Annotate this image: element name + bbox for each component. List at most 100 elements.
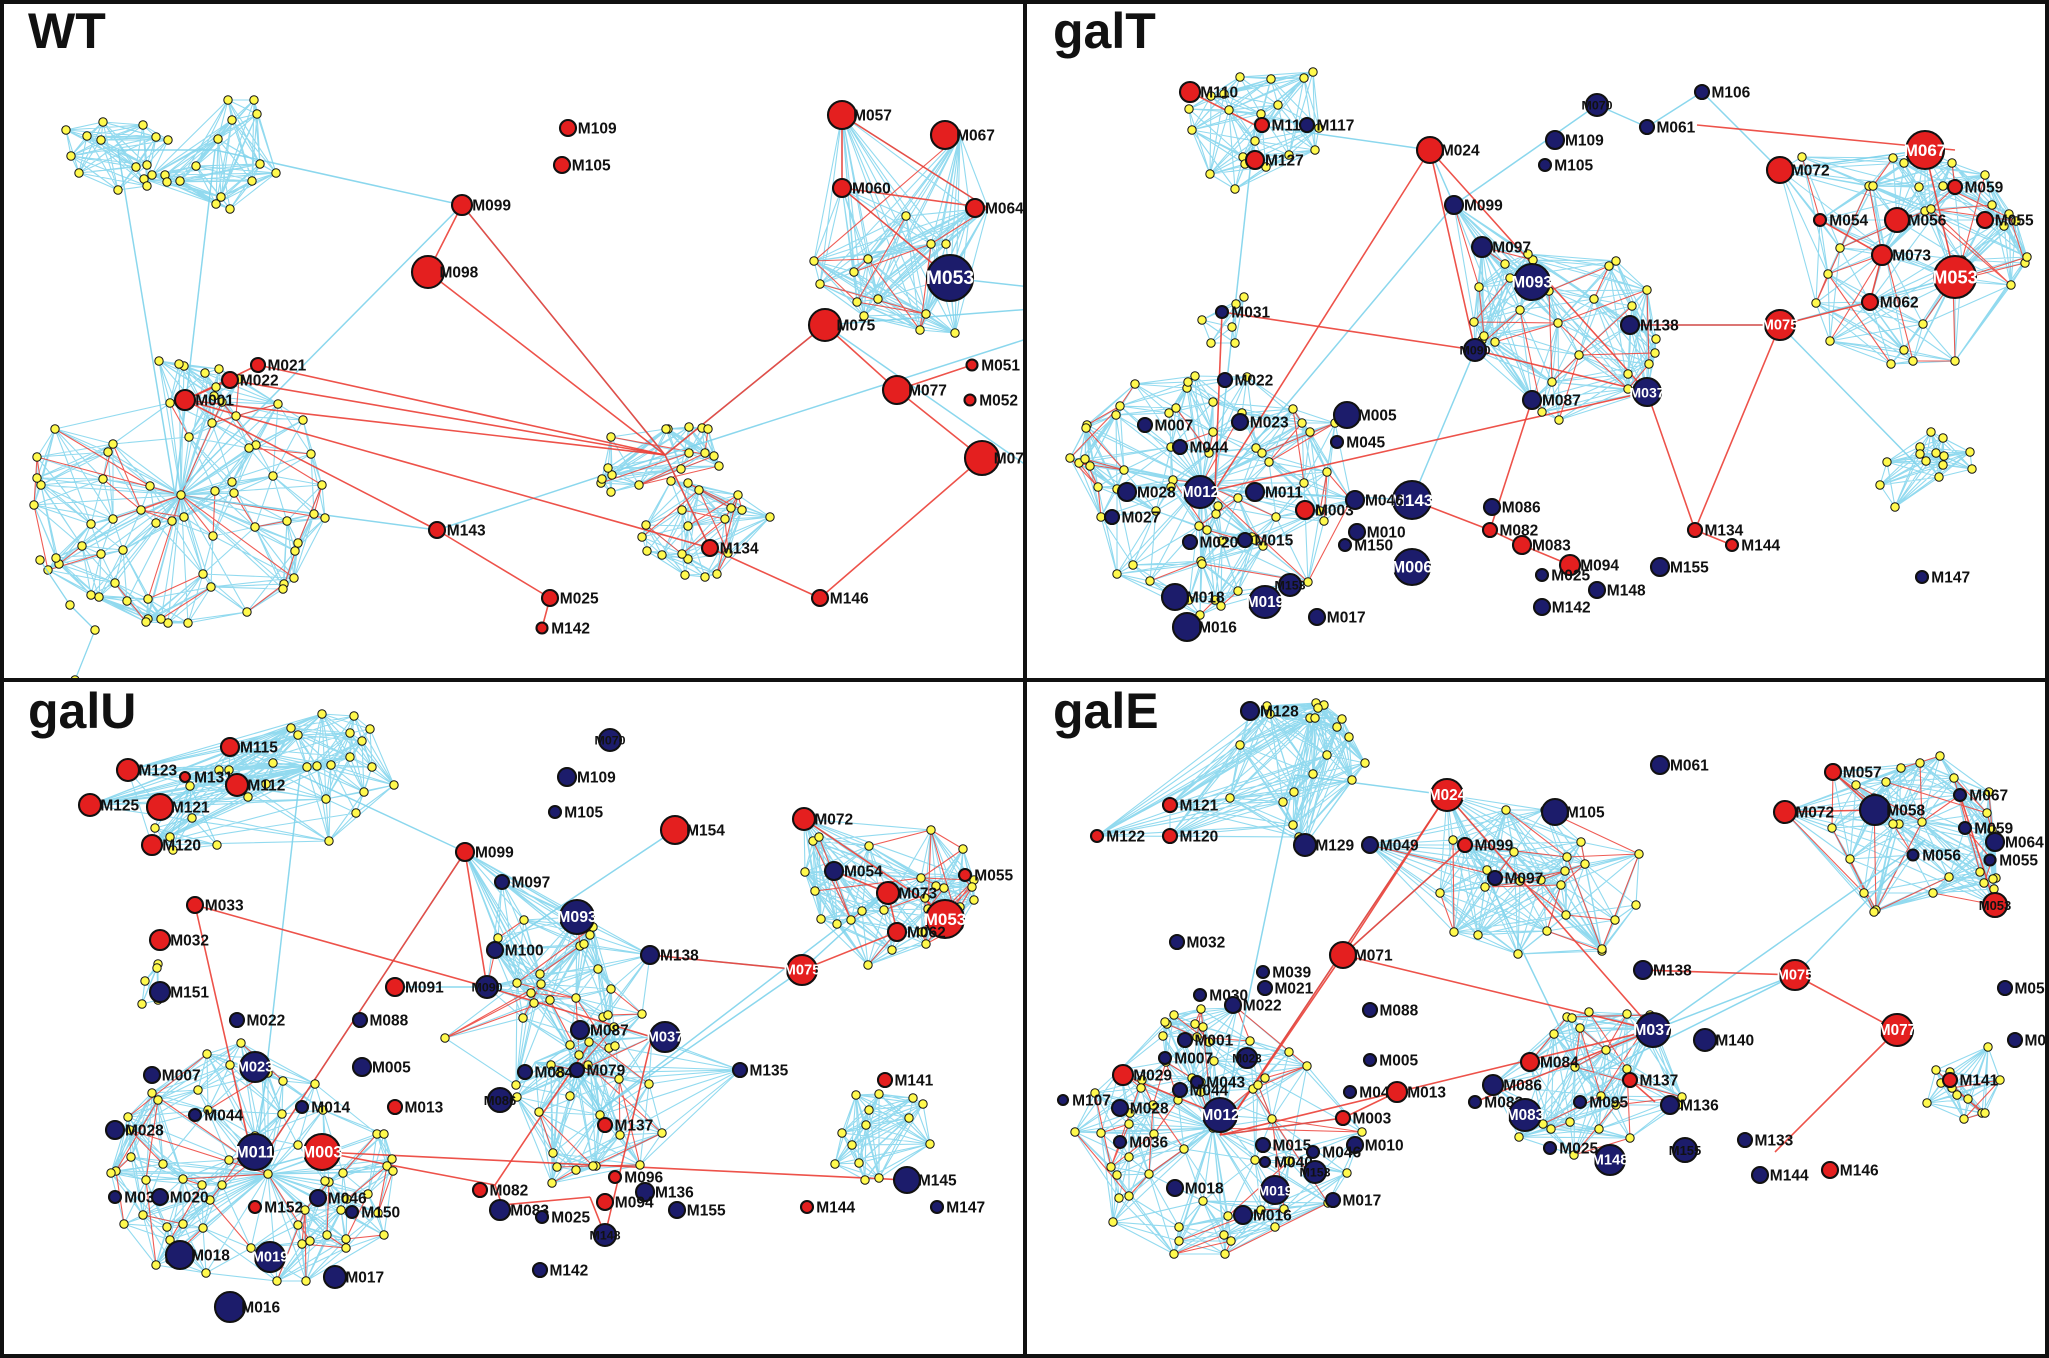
svg-text:M046: M046 xyxy=(1365,493,1404,510)
svg-text:galU: galU xyxy=(28,683,136,739)
svg-text:M141: M141 xyxy=(895,1073,934,1090)
svg-text:M123: M123 xyxy=(138,763,177,780)
svg-text:M016: M016 xyxy=(241,1300,280,1317)
svg-text:M121: M121 xyxy=(171,800,210,817)
svg-text:M003: M003 xyxy=(1353,1111,1392,1128)
svg-text:M024: M024 xyxy=(1441,143,1480,160)
svg-text:M120: M120 xyxy=(162,838,201,855)
svg-text:M037: M037 xyxy=(1629,385,1664,401)
svg-text:M055: M055 xyxy=(974,868,1013,885)
svg-text:M052: M052 xyxy=(2025,1033,2049,1050)
svg-text:galE: galE xyxy=(1053,683,1159,739)
svg-text:M086: M086 xyxy=(484,1093,517,1108)
svg-text:M075: M075 xyxy=(1762,318,1799,334)
svg-text:M144: M144 xyxy=(1770,1168,1809,1185)
svg-text:M079: M079 xyxy=(587,1063,626,1080)
svg-text:M143: M143 xyxy=(447,523,486,540)
svg-text:M077: M077 xyxy=(908,383,947,400)
svg-text:M088: M088 xyxy=(1380,1003,1419,1020)
svg-text:M087: M087 xyxy=(590,1023,629,1040)
svg-text:M031: M031 xyxy=(1231,305,1270,322)
svg-text:M137: M137 xyxy=(615,1118,654,1135)
svg-text:M020: M020 xyxy=(170,1190,209,1207)
svg-text:M014: M014 xyxy=(311,1100,350,1117)
svg-text:M093: M093 xyxy=(557,909,597,926)
svg-text:M015: M015 xyxy=(1255,533,1294,550)
svg-text:M107: M107 xyxy=(1072,1093,1111,1110)
svg-text:M028: M028 xyxy=(1137,485,1176,502)
svg-text:M032: M032 xyxy=(1187,935,1226,952)
svg-text:M057: M057 xyxy=(1843,765,1882,782)
svg-text:M141: M141 xyxy=(1960,1073,1999,1090)
svg-text:M007: M007 xyxy=(1155,418,1194,435)
svg-text:M148: M148 xyxy=(590,1229,621,1243)
svg-text:M128: M128 xyxy=(1260,704,1299,721)
svg-text:M018: M018 xyxy=(1185,1181,1224,1198)
svg-text:M154: M154 xyxy=(686,823,725,840)
svg-text:M024: M024 xyxy=(1428,787,1467,804)
svg-text:M027: M027 xyxy=(1122,510,1161,527)
svg-text:M105: M105 xyxy=(1554,158,1593,175)
svg-text:M105: M105 xyxy=(572,158,611,175)
svg-text:M105: M105 xyxy=(1566,805,1605,822)
svg-text:M037: M037 xyxy=(647,1030,684,1046)
svg-text:M013: M013 xyxy=(405,1100,444,1117)
svg-text:M150: M150 xyxy=(1354,538,1393,555)
svg-text:M078: M078 xyxy=(994,451,1024,468)
svg-text:M019: M019 xyxy=(252,1250,289,1266)
svg-text:M011: M011 xyxy=(235,1144,275,1162)
svg-text:M098: M098 xyxy=(440,265,479,282)
svg-text:M005: M005 xyxy=(1379,1053,1418,1070)
svg-text:M125: M125 xyxy=(100,798,139,815)
svg-text:M099: M099 xyxy=(472,198,511,215)
svg-text:M151: M151 xyxy=(170,985,209,1002)
svg-text:M097: M097 xyxy=(512,875,551,892)
svg-text:M084: M084 xyxy=(535,1065,574,1082)
svg-text:M029: M029 xyxy=(1133,1068,1172,1085)
svg-text:M023: M023 xyxy=(237,1060,274,1076)
svg-text:M106: M106 xyxy=(1712,85,1751,102)
svg-text:M023: M023 xyxy=(1232,1052,1262,1066)
svg-text:M053: M053 xyxy=(926,268,975,289)
svg-text:M019: M019 xyxy=(1246,594,1284,611)
svg-text:M155: M155 xyxy=(687,1203,726,1220)
svg-text:M109: M109 xyxy=(577,770,616,787)
svg-text:M060: M060 xyxy=(852,181,891,198)
svg-text:M056: M056 xyxy=(1908,213,1947,230)
svg-text:M148: M148 xyxy=(1592,1153,1629,1169)
svg-text:M115: M115 xyxy=(240,740,278,757)
svg-text:M142: M142 xyxy=(550,1263,589,1280)
svg-text:M100: M100 xyxy=(505,943,544,960)
svg-text:M099: M099 xyxy=(1475,838,1514,855)
svg-text:M005: M005 xyxy=(372,1060,411,1077)
svg-text:M097: M097 xyxy=(1505,871,1544,888)
svg-text:M067: M067 xyxy=(956,128,995,145)
svg-text:M016: M016 xyxy=(1198,620,1237,637)
svg-text:M109: M109 xyxy=(578,121,617,138)
svg-text:WT: WT xyxy=(28,3,106,59)
svg-text:M155: M155 xyxy=(1669,1143,1702,1158)
svg-text:galT: galT xyxy=(1053,3,1156,59)
svg-text:M013: M013 xyxy=(1407,1085,1446,1102)
svg-text:M059: M059 xyxy=(1965,180,2004,197)
svg-text:M129: M129 xyxy=(1315,838,1354,855)
svg-text:M022: M022 xyxy=(247,1013,286,1030)
svg-text:M033: M033 xyxy=(205,898,244,915)
svg-text:M007: M007 xyxy=(162,1068,201,1085)
svg-text:M093: M093 xyxy=(1511,274,1552,292)
svg-text:M094: M094 xyxy=(615,1195,654,1212)
svg-text:M137: M137 xyxy=(1640,1073,1679,1090)
svg-text:M146: M146 xyxy=(1840,1163,1879,1180)
svg-text:M096: M096 xyxy=(624,1170,663,1187)
svg-text:M037: M037 xyxy=(1633,1022,1673,1039)
svg-text:M057: M057 xyxy=(853,108,892,125)
svg-text:M144: M144 xyxy=(1741,538,1780,555)
svg-text:M017: M017 xyxy=(1327,610,1366,627)
svg-text:M075: M075 xyxy=(1777,968,1814,984)
svg-text:M012: M012 xyxy=(1181,484,1219,501)
svg-text:M155: M155 xyxy=(1670,560,1709,577)
svg-text:M087: M087 xyxy=(1542,393,1581,410)
svg-text:M022: M022 xyxy=(240,373,279,390)
svg-text:M011: M011 xyxy=(1265,485,1303,502)
svg-text:M061: M061 xyxy=(1657,120,1696,137)
